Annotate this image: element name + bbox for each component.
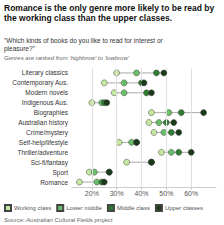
svg-text:"Which kinds of books do you l: "Which kinds of books do you like to rea…: [4, 37, 165, 45]
svg-text:Source: Australian Cultural Fi: Source: Australian Cultural Fields proje…: [4, 217, 113, 223]
svg-text:Modern novels: Modern novels: [25, 89, 68, 96]
svg-text:Crime/mystery: Crime/mystery: [26, 129, 69, 137]
svg-text:the working class than the upp: the working class than the upper classes…: [4, 13, 172, 23]
svg-text:Sci-fi/fantasy: Sci-fi/fantasy: [31, 159, 69, 167]
svg-text:30%: 30%: [110, 190, 124, 197]
svg-text:Middle class: Middle class: [117, 205, 150, 211]
svg-text:40%: 40%: [135, 190, 149, 197]
svg-text:Genres are ranked from ‘highbr: Genres are ranked from ‘highbrow’ to ‘lo…: [4, 55, 130, 61]
svg-text:Literary classics: Literary classics: [22, 69, 69, 77]
svg-text:pleasure?": pleasure?": [4, 45, 36, 53]
svg-text:Thriller/adventure: Thriller/adventure: [17, 149, 68, 156]
svg-text:60%: 60%: [184, 190, 198, 197]
svg-text:Contemporary Aus.: Contemporary Aus.: [12, 79, 68, 87]
svg-text:Romance: Romance: [40, 179, 68, 186]
svg-text:50%: 50%: [159, 190, 173, 197]
svg-text:Biographies: Biographies: [34, 109, 69, 117]
svg-text:Indigenous Aus.: Indigenous Aus.: [22, 99, 68, 107]
svg-text:Upper classes: Upper classes: [165, 205, 203, 211]
svg-text:Romance is the only genre more: Romance is the only genre more likely to…: [4, 3, 217, 13]
svg-text:Australian history: Australian history: [18, 119, 69, 127]
svg-text:20%: 20%: [85, 190, 99, 197]
svg-text:Sport: Sport: [52, 169, 68, 177]
svg-text:Working class: Working class: [14, 205, 51, 211]
svg-text:Self-help/lifestyle: Self-help/lifestyle: [19, 139, 69, 147]
svg-text:Lower middle: Lower middle: [66, 205, 102, 211]
